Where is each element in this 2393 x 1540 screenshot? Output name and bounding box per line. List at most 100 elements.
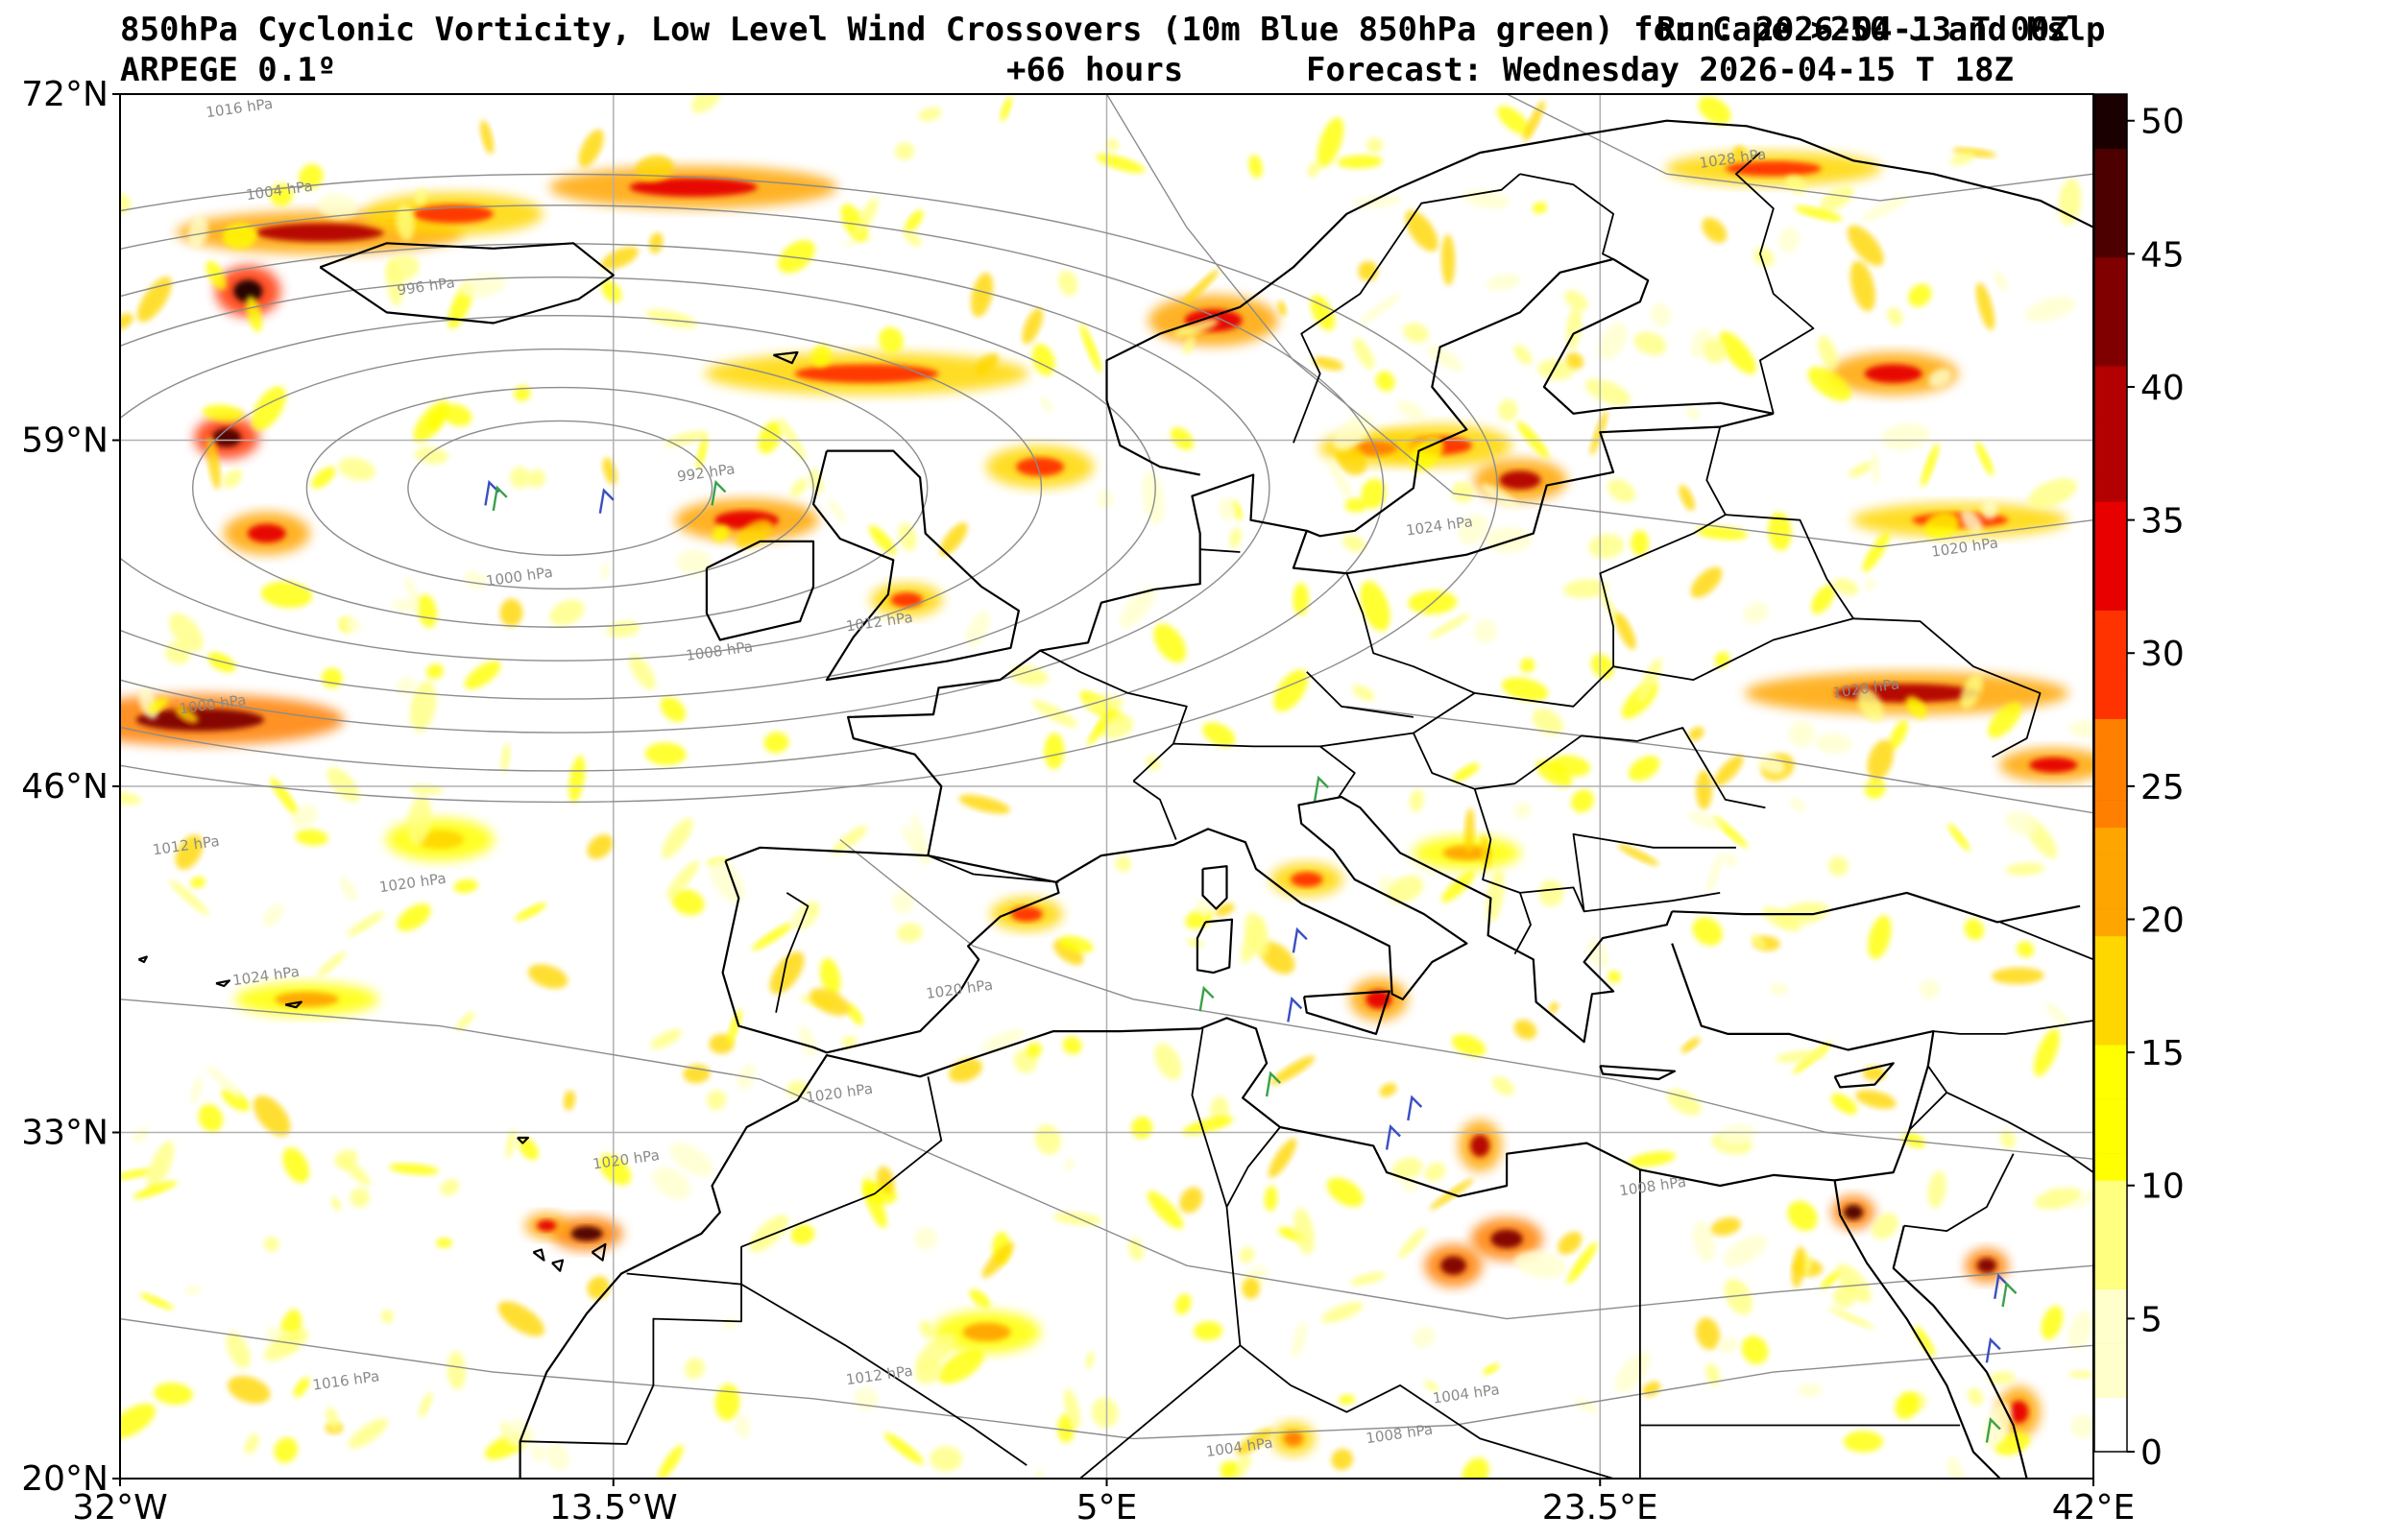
vorticity-speckle: [274, 1437, 299, 1463]
vorticity-speckle: [751, 923, 793, 950]
vorticity-speckle: [2070, 1414, 2093, 1439]
vorticity-speckle: [202, 404, 245, 422]
vorticity-speckle: [1836, 1263, 1872, 1303]
vorticity-speckle: [299, 163, 324, 190]
vorticity-speckle: [1769, 982, 1788, 996]
vorticity-speckle: [1009, 665, 1049, 686]
vorticity-speckle: [464, 661, 501, 689]
vorticity-speckle: [426, 663, 444, 680]
country-border: [775, 892, 810, 1013]
coastline: [137, 955, 148, 964]
vorticity-speckle: [648, 232, 664, 254]
vorticity-speckle: [1679, 484, 1695, 512]
wind-barb-10m: [1985, 1336, 2001, 1363]
vorticity-speckle: [1240, 1246, 1255, 1263]
colorbar-segment: [2094, 827, 2127, 855]
isobar: [407, 420, 713, 557]
vorticity-speckle: [1058, 935, 1094, 953]
vorticity-speckle: [790, 478, 809, 497]
vorticity-speckle: [190, 1076, 203, 1103]
vorticity-speckle: [1514, 802, 1532, 820]
vorticity-speckle: [1403, 323, 1429, 343]
vorticity-speckle: [1327, 457, 1353, 502]
vorticity-speckle: [386, 258, 404, 306]
lat-tick-label: 20°N: [21, 1459, 109, 1499]
vorticity-speckle: [1481, 484, 1520, 510]
vorticity-speckle: [1277, 301, 1287, 316]
vorticity-speckle: [749, 1215, 789, 1253]
vorticity-speckle: [1887, 307, 1903, 326]
colorbar-segment: [2094, 962, 2127, 991]
colorbar-segment: [2094, 1180, 2127, 1208]
vorticity-core: [890, 592, 923, 608]
vorticity-speckle: [1064, 1158, 1075, 1171]
vorticity-speckle: [1724, 1278, 1753, 1315]
colorbar-segment: [2094, 1098, 2127, 1127]
vorticity-speckle: [1820, 185, 1854, 213]
vorticity-speckle: [292, 804, 318, 829]
vorticity-speckle: [758, 421, 783, 454]
vorticity-speckle: [392, 598, 422, 613]
run-label: Run: 2026-04-13 T 00Z: [1656, 11, 2069, 49]
vorticity-speckle: [1864, 577, 1876, 590]
vorticity-speckle: [1565, 352, 1584, 370]
vorticity-speckle: [1856, 687, 1884, 723]
vorticity-speckle: [175, 834, 204, 870]
vorticity-speckle: [139, 1292, 174, 1311]
vorticity-core: [255, 223, 384, 242]
vorticity-speckle: [1923, 512, 1960, 539]
vorticity-speckle: [146, 1141, 175, 1191]
vorticity-speckle: [790, 1224, 815, 1245]
vorticity-speckle: [1248, 155, 1263, 179]
vorticity-speckle: [810, 344, 833, 368]
vorticity-speckle: [1818, 335, 1838, 370]
vorticity-speckle: [1695, 770, 1713, 810]
vorticity-speckle: [222, 223, 257, 250]
vorticity-speckle: [1220, 1460, 1238, 1478]
vorticity-speckle: [453, 878, 478, 894]
vorticity-speckle: [499, 598, 523, 627]
coastline: [1306, 257, 1775, 538]
vorticity-speckle: [1690, 566, 1723, 598]
colorbar-tick-label: 10: [2140, 1167, 2185, 1207]
colorbar-segment: [2094, 311, 2127, 340]
vorticity-speckle: [1710, 1217, 1742, 1237]
vorticity-speckle: [1532, 708, 1563, 735]
vorticity-speckle: [169, 613, 204, 653]
vorticity-speckle: [1087, 709, 1115, 746]
vorticity-speckle: [1501, 677, 1549, 702]
vorticity-speckle: [862, 1178, 887, 1229]
coastline: [1196, 918, 1234, 975]
isobar: [839, 838, 2093, 1160]
vorticity-speckle: [1983, 1402, 2013, 1449]
vorticity-speckle: [1833, 578, 1859, 596]
vorticity-speckle: [184, 1286, 202, 1295]
vorticity-speckle: [326, 1407, 340, 1432]
lat-tick-label: 72°N: [21, 75, 109, 114]
vorticity-speckle: [966, 611, 990, 647]
isobar: [120, 1317, 2093, 1440]
country-border: [1583, 892, 1721, 913]
vorticity-speckle: [2041, 1305, 2064, 1340]
vorticity-speckle: [1196, 899, 1211, 917]
colorbar-segment: [2094, 229, 2127, 258]
vorticity-speckle: [447, 1351, 467, 1390]
colorbar-segment: [2094, 393, 2127, 421]
vorticity-speckle: [1424, 1380, 1438, 1392]
colorbar-segment: [2094, 1424, 2127, 1453]
coastline: [846, 412, 1775, 856]
colorbar-segment: [2094, 990, 2127, 1019]
vorticity-speckle: [918, 107, 942, 122]
colorbar-tick-label: 20: [2140, 901, 2185, 940]
vorticity-speckle: [228, 1376, 271, 1404]
vorticity-speckle: [1366, 137, 1384, 154]
map-grid: [120, 94, 2093, 1479]
vorticity-speckle: [1173, 319, 1220, 337]
vorticity-speckle: [1947, 823, 1970, 852]
country-border: [520, 1284, 742, 1445]
vorticity-speckle: [1331, 1448, 1354, 1471]
vorticity-speckle: [334, 1149, 358, 1169]
vorticity-speckle: [1921, 443, 1940, 488]
vorticity-speckle: [1536, 359, 1575, 380]
colorbar-segment: [2094, 1370, 2127, 1398]
